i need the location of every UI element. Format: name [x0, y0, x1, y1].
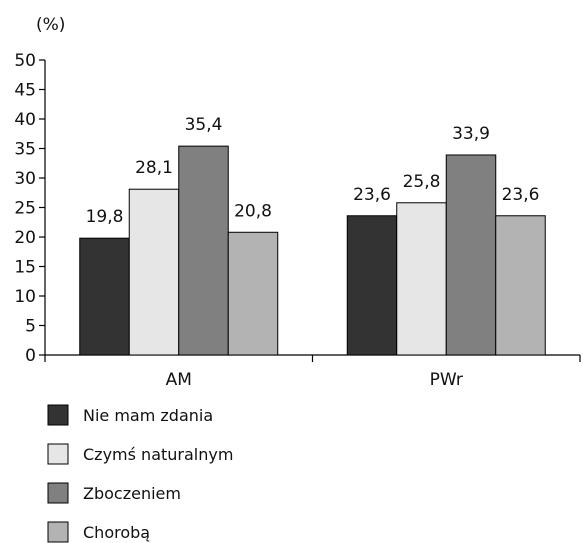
y-tick-label: 20 — [14, 228, 36, 248]
bar-value-label: 28,1 — [135, 158, 173, 178]
y-tick-label: 10 — [14, 287, 36, 307]
bar-value-label: 23,6 — [353, 185, 391, 205]
x-tick-label: AM — [166, 370, 192, 390]
legend-label: Chorobą — [83, 523, 150, 542]
bar-value-label: 19,8 — [86, 207, 124, 227]
y-tick-label: 50 — [14, 51, 36, 71]
bar — [396, 202, 447, 356]
bar — [495, 215, 546, 356]
bar-value-label: 25,8 — [403, 172, 441, 192]
bar-value-label: 20,8 — [234, 201, 272, 221]
y-tick-label: 35 — [14, 140, 36, 160]
y-tick-label: 0 — [25, 346, 36, 366]
legend-label: Nie mam zdania — [83, 406, 213, 425]
legend-swatch — [47, 521, 69, 543]
y-tick-label: 30 — [14, 169, 36, 189]
y-tick-label: 40 — [14, 110, 36, 130]
legend-swatch — [47, 482, 69, 504]
bar — [346, 215, 398, 356]
y-tick-label: 25 — [14, 199, 36, 219]
y-tick-label: 5 — [25, 317, 36, 337]
legend-swatch — [47, 443, 69, 465]
bar-value-label: 35,4 — [185, 115, 223, 135]
y-axis-label: (%) — [36, 15, 65, 35]
bar-value-label: 23,6 — [502, 185, 540, 205]
bar — [227, 231, 279, 356]
legend-label: Zboczeniem — [83, 484, 181, 503]
legend: Nie mam zdania Czymś naturalnym Zboczeniem… — [47, 404, 233, 543]
axes: 0 5 10 15 20 25 30 35 40 45 50 AM PWr — [14, 51, 581, 390]
bar — [128, 188, 180, 356]
y-tick-label: 45 — [14, 81, 36, 101]
legend-label: Czymś naturalnym — [83, 445, 233, 464]
bar-value-label: 33,9 — [452, 124, 490, 144]
bar — [178, 145, 229, 356]
bars-group: 19,8 28,1 35,4 20,8 23,6 25,8 33,9 23,6 — [79, 115, 546, 356]
bar — [79, 237, 130, 356]
legend-swatch — [47, 404, 69, 426]
y-tick-label: 15 — [14, 258, 36, 278]
bar — [445, 154, 497, 356]
x-tick-label: PWr — [430, 370, 463, 390]
